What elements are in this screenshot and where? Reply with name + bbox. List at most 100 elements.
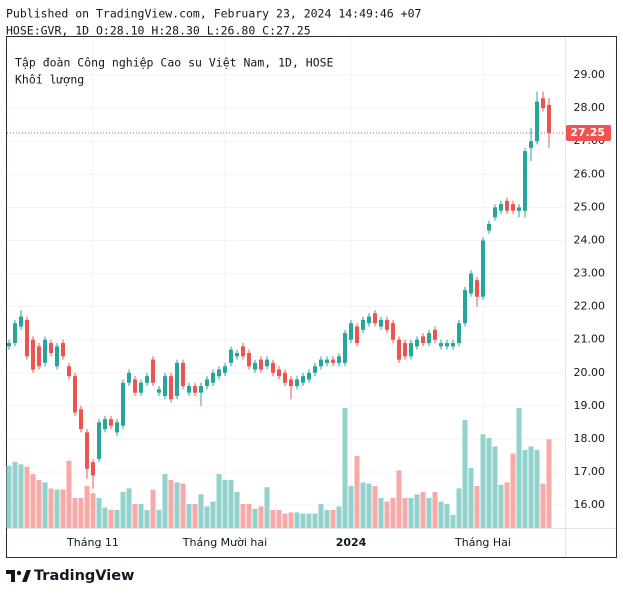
candle-body	[445, 343, 449, 347]
y-tick-label: 19.00	[574, 399, 606, 412]
volume-bar	[366, 483, 372, 528]
volume-bar	[216, 474, 222, 528]
volume-bar	[126, 488, 132, 528]
candle-body	[229, 349, 233, 363]
candle-body	[505, 200, 509, 211]
candle-body	[337, 356, 341, 363]
candle-body	[37, 346, 41, 367]
y-tick-label: 25.00	[574, 200, 606, 213]
y-tick-label: 18.00	[574, 432, 606, 445]
candle-body	[73, 376, 77, 413]
x-tick-label: Tháng Hai	[454, 536, 511, 549]
candle-body	[301, 376, 305, 383]
volume-bar	[6, 465, 12, 528]
candle-body	[523, 151, 527, 211]
y-tick-label: 17.00	[574, 465, 606, 478]
volume-bar	[354, 456, 360, 528]
candle-body	[373, 313, 377, 324]
volume-bar	[456, 488, 462, 528]
candle-body	[457, 323, 461, 344]
volume-bar	[444, 504, 450, 528]
candle-body	[409, 343, 413, 357]
volume-bar	[414, 494, 420, 528]
candle-body	[235, 352, 239, 357]
volume-bar	[24, 466, 30, 528]
candle-body	[199, 386, 203, 393]
volume-bar	[18, 464, 24, 528]
candle-body	[547, 104, 551, 133]
candle-body	[61, 343, 65, 357]
volume-bar	[222, 480, 228, 528]
candle-body	[517, 207, 521, 211]
y-tick-label: 24.00	[574, 233, 606, 246]
candle-body	[391, 323, 395, 340]
volume-bar	[36, 480, 42, 528]
x-tick-label: 2024	[336, 536, 367, 549]
volume-bar	[360, 482, 366, 528]
volume-bar	[336, 506, 342, 528]
volume-bar	[468, 468, 474, 528]
candle-body	[55, 346, 59, 367]
volume-bar	[96, 498, 102, 528]
candle-body	[349, 323, 353, 340]
candle-body	[241, 346, 245, 357]
candle-body	[355, 326, 359, 344]
candle-body	[259, 359, 263, 370]
volume-bar	[288, 512, 294, 528]
volume-bar	[486, 438, 492, 528]
volume-bar	[72, 498, 78, 528]
candle-body	[223, 366, 227, 373]
candle-body	[481, 240, 485, 297]
candle-body	[451, 343, 455, 347]
y-tick-label: 16.00	[574, 498, 606, 511]
candle-body	[97, 422, 101, 459]
candle-body	[319, 359, 323, 367]
candle-body	[187, 386, 191, 393]
volume-bar	[342, 408, 348, 528]
volume-bar	[408, 498, 414, 528]
y-tick-label: 29.00	[574, 68, 606, 81]
volume-bar	[396, 470, 402, 528]
x-tick-label: Tháng 11	[66, 536, 119, 549]
volume-bar	[42, 482, 48, 528]
volume-bar	[438, 501, 444, 528]
candle-body	[139, 382, 143, 393]
volume-bar	[498, 484, 504, 528]
volume-bar	[150, 489, 156, 528]
volume-bar	[426, 498, 432, 528]
volume-bar	[270, 510, 276, 528]
volume-bar	[348, 486, 354, 528]
candle-body	[253, 362, 257, 370]
y-tick-label: 26.00	[574, 167, 606, 180]
volume-bar	[390, 498, 396, 528]
volume-bar	[312, 513, 318, 528]
volume-bar	[540, 483, 546, 528]
candle-body	[361, 319, 365, 330]
volume-bar	[60, 489, 66, 528]
candle-body	[133, 379, 137, 393]
volume-bar	[546, 439, 552, 528]
volume-bar	[90, 493, 96, 528]
volume-bar	[180, 483, 186, 528]
volume-label: Khối lượng	[15, 73, 84, 87]
volume-bar	[252, 508, 258, 528]
candle-body	[499, 204, 503, 211]
candle-body	[529, 141, 533, 148]
volume-bar	[516, 408, 522, 528]
candle-body	[67, 366, 71, 377]
volume-bar	[84, 486, 90, 528]
candle-body	[103, 419, 107, 430]
volume-bar	[462, 420, 468, 528]
candle-body	[49, 343, 53, 353]
candle-body	[463, 290, 467, 324]
candle-body	[415, 339, 419, 347]
published-line: Published on TradingView.com, February 2…	[6, 7, 421, 21]
candle-body	[79, 409, 83, 430]
volume-bar	[240, 504, 246, 528]
candle-body	[169, 376, 173, 400]
y-tick-label: 28.00	[574, 101, 606, 114]
x-tick-label: Tháng Mười hai	[182, 536, 267, 549]
volume-bar	[372, 486, 378, 528]
candle-body	[217, 369, 221, 377]
